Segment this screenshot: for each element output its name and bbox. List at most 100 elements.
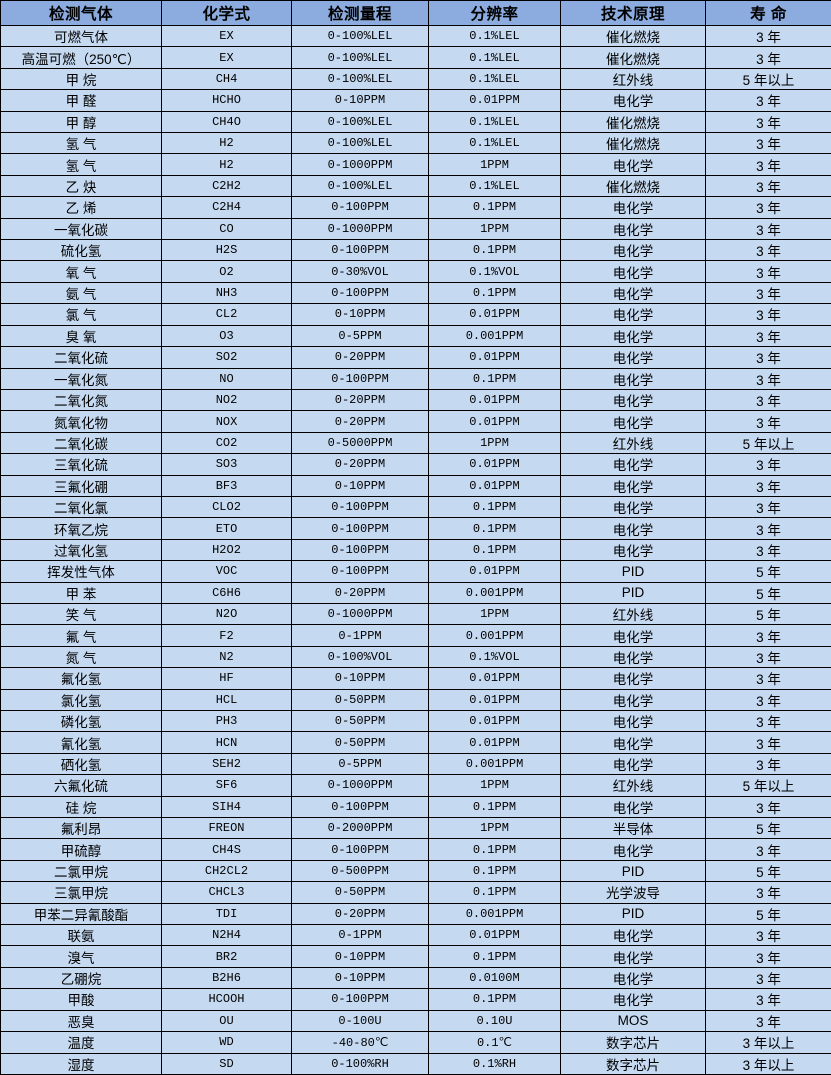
cell-lifespan: 3 年 [705, 196, 831, 219]
table-row: 二氧化碳 CO2 0-5000PPM 1PPM 红外线 5 年以上 [0, 431, 831, 455]
cell-detection-range: 0-100PPM [291, 196, 429, 219]
cell-chemical-formula: B2H6 [161, 966, 292, 990]
cell-technology-principle: 电化学 [560, 645, 706, 669]
cell-chemical-formula: VOC [161, 560, 292, 583]
cell-gas-name: 氮氧化物 [0, 410, 162, 433]
cell-resolution: 0.001PPM [428, 581, 561, 604]
cell-technology-principle: PID [560, 859, 706, 883]
table-row: 二氧化氮 NO2 0-20PPM 0.01PPM 电化学 3 年 [0, 388, 831, 412]
cell-resolution: 0.1%LEL [428, 46, 561, 69]
cell-technology-principle: 电化学 [560, 388, 706, 412]
cell-gas-name: 氯 气 [0, 303, 162, 326]
cell-chemical-formula: CO [161, 217, 292, 241]
cell-technology-principle: PID [560, 560, 706, 583]
cell-resolution: 0.1PPM [428, 495, 561, 519]
cell-technology-principle: 电化学 [560, 410, 706, 433]
cell-detection-range: 0-50PPM [291, 688, 429, 712]
cell-gas-name: 二氯甲烷 [0, 859, 162, 883]
cell-lifespan: 3 年 [705, 474, 831, 497]
cell-gas-name: 臭 氧 [0, 324, 162, 348]
cell-lifespan: 3 年 [705, 495, 831, 519]
cell-resolution: 0.1PPM [428, 367, 561, 390]
cell-detection-range: 0-20PPM [291, 581, 429, 604]
cell-gas-name: 三氯甲烷 [0, 881, 162, 904]
cell-technology-principle: 电化学 [560, 624, 706, 647]
cell-technology-principle: 红外线 [560, 67, 706, 91]
cell-gas-name: 笑 气 [0, 602, 162, 626]
cell-technology-principle: 电化学 [560, 924, 706, 947]
cell-technology-principle: 红外线 [560, 431, 706, 455]
cell-gas-name: 恶臭 [0, 1009, 162, 1033]
cell-technology-principle: PID [560, 902, 706, 926]
cell-chemical-formula: HCHO [161, 89, 292, 112]
cell-gas-name: 一氧化碳 [0, 217, 162, 241]
cell-resolution: 0.01PPM [428, 688, 561, 712]
cell-chemical-formula: C2H2 [161, 174, 292, 198]
table-row: 溴气 BR2 0-10PPM 0.1PPM 电化学 3 年 [0, 945, 831, 968]
cell-technology-principle: 电化学 [560, 196, 706, 219]
cell-lifespan: 3 年 [705, 667, 831, 690]
cell-resolution: 0.1PPM [428, 538, 561, 562]
cell-detection-range: 0-50PPM [291, 881, 429, 904]
cell-resolution: 1PPM [428, 602, 561, 626]
cell-chemical-formula: CH4O [161, 110, 292, 134]
cell-resolution: 0.001PPM [428, 624, 561, 647]
table-row: 甲 苯 C6H6 0-20PPM 0.001PPM PID 5 年 [0, 581, 831, 604]
cell-technology-principle: 电化学 [560, 474, 706, 497]
cell-detection-range: 0-100PPM [291, 495, 429, 519]
cell-detection-range: 0-1000PPM [291, 602, 429, 626]
cell-chemical-formula: NO [161, 367, 292, 390]
table-header: 检测气体 化学式 检测量程 分辨率 技术原理 寿 命 [0, 0, 831, 26]
cell-lifespan: 3 年 [705, 110, 831, 134]
cell-gas-name: 环氧乙烷 [0, 517, 162, 540]
cell-gas-name: 六氟化硫 [0, 774, 162, 797]
cell-lifespan: 3 年 [705, 46, 831, 69]
cell-detection-range: 0-1PPM [291, 624, 429, 647]
cell-technology-principle: 电化学 [560, 538, 706, 562]
cell-detection-range: -40-80℃ [291, 1031, 429, 1054]
table-row: 氯化氢 HCL 0-50PPM 0.01PPM 电化学 3 年 [0, 688, 831, 712]
cell-technology-principle: 催化燃烧 [560, 46, 706, 69]
cell-resolution: 1PPM [428, 217, 561, 241]
cell-resolution: 0.001PPM [428, 902, 561, 926]
cell-technology-principle: 催化燃烧 [560, 110, 706, 134]
cell-gas-name: 氟化氢 [0, 667, 162, 690]
cell-gas-name: 甲酸 [0, 988, 162, 1011]
cell-lifespan: 3 年 [705, 538, 831, 562]
table-body: 可燃气体 EX 0-100%LEL 0.1%LEL 催化燃烧 3 年高温可燃（250℃） E… [0, 24, 831, 1075]
cell-chemical-formula: EX [161, 24, 292, 48]
cell-gas-name: 甲硫醇 [0, 838, 162, 861]
cell-gas-name: 乙硼烷 [0, 966, 162, 990]
cell-gas-name: 溴气 [0, 945, 162, 968]
cell-resolution: 0.01PPM [428, 560, 561, 583]
cell-resolution: 0.01PPM [428, 453, 561, 476]
cell-chemical-formula: EX [161, 46, 292, 69]
cell-technology-principle: 电化学 [560, 89, 706, 112]
cell-resolution: 0.1℃ [428, 1031, 561, 1054]
cell-chemical-formula: NH3 [161, 281, 292, 305]
cell-detection-range: 0-20PPM [291, 388, 429, 412]
cell-lifespan: 5 年 [705, 581, 831, 604]
cell-technology-principle: 电化学 [560, 988, 706, 1011]
cell-technology-principle: 催化燃烧 [560, 174, 706, 198]
cell-detection-range: 0-100PPM [291, 988, 429, 1011]
cell-technology-principle: 半导体 [560, 817, 706, 840]
cell-lifespan: 3 年 [705, 795, 831, 819]
cell-detection-range: 0-100PPM [291, 367, 429, 390]
cell-chemical-formula: HF [161, 667, 292, 690]
cell-gas-name: 甲苯二异氰酸酯 [0, 902, 162, 926]
cell-lifespan: 3 年 [705, 346, 831, 369]
cell-technology-principle: PID [560, 581, 706, 604]
table-row: 氟利昂 FREON 0-2000PPM 1PPM 半导体 5 年 [0, 817, 831, 840]
cell-resolution: 0.01PPM [428, 474, 561, 497]
table-row: 环氧乙烷 ETO 0-100PPM 0.1PPM 电化学 3 年 [0, 517, 831, 540]
cell-chemical-formula: CO2 [161, 431, 292, 455]
cell-resolution: 1PPM [428, 774, 561, 797]
table-row: 氢 气 H2 0-100%LEL 0.1%LEL 催化燃烧 3 年 [0, 132, 831, 155]
cell-resolution: 0.001PPM [428, 752, 561, 776]
cell-detection-range: 0-5000PPM [291, 431, 429, 455]
cell-chemical-formula: F2 [161, 624, 292, 647]
cell-gas-name: 氟 气 [0, 624, 162, 647]
table-row: 高温可燃（250℃） EX 0-100%LEL 0.1%LEL 催化燃烧 3 年 [0, 46, 831, 69]
cell-resolution: 0.1%VOL [428, 645, 561, 669]
